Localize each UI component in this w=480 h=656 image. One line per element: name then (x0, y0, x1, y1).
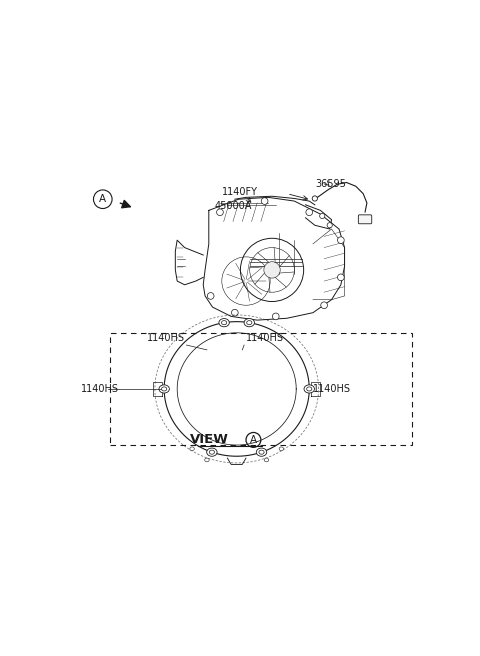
Circle shape (207, 293, 214, 299)
Ellipse shape (279, 447, 284, 451)
Ellipse shape (219, 319, 229, 327)
Circle shape (327, 222, 332, 228)
Ellipse shape (190, 447, 194, 451)
Ellipse shape (256, 448, 267, 457)
Ellipse shape (207, 448, 217, 457)
Text: 1140HS: 1140HS (313, 384, 351, 394)
Circle shape (264, 262, 280, 278)
Text: 1140FY: 1140FY (222, 187, 258, 197)
Text: 45000A: 45000A (215, 201, 252, 211)
Text: A: A (250, 435, 257, 445)
Ellipse shape (307, 387, 312, 391)
Text: VIEW: VIEW (191, 434, 229, 446)
Ellipse shape (209, 450, 215, 454)
Bar (110, 333, 411, 445)
Text: 36595: 36595 (315, 179, 346, 190)
Ellipse shape (304, 385, 314, 393)
Circle shape (306, 209, 312, 216)
Ellipse shape (264, 458, 269, 462)
Text: 1140HS: 1140HS (146, 333, 185, 343)
Ellipse shape (159, 385, 169, 393)
Ellipse shape (259, 450, 264, 454)
Ellipse shape (247, 321, 252, 325)
Circle shape (261, 197, 268, 205)
Ellipse shape (221, 321, 227, 325)
Circle shape (337, 237, 344, 243)
Circle shape (273, 313, 279, 319)
Ellipse shape (162, 387, 167, 391)
Circle shape (337, 274, 344, 281)
Circle shape (312, 196, 317, 201)
FancyBboxPatch shape (359, 215, 372, 224)
Circle shape (216, 209, 223, 216)
Circle shape (231, 310, 238, 316)
Circle shape (320, 213, 325, 218)
Ellipse shape (244, 319, 254, 327)
Circle shape (321, 302, 327, 308)
Text: 1140HS: 1140HS (246, 333, 284, 343)
Text: 1140HS: 1140HS (81, 384, 119, 394)
Text: A: A (99, 194, 107, 204)
Ellipse shape (204, 458, 209, 462)
